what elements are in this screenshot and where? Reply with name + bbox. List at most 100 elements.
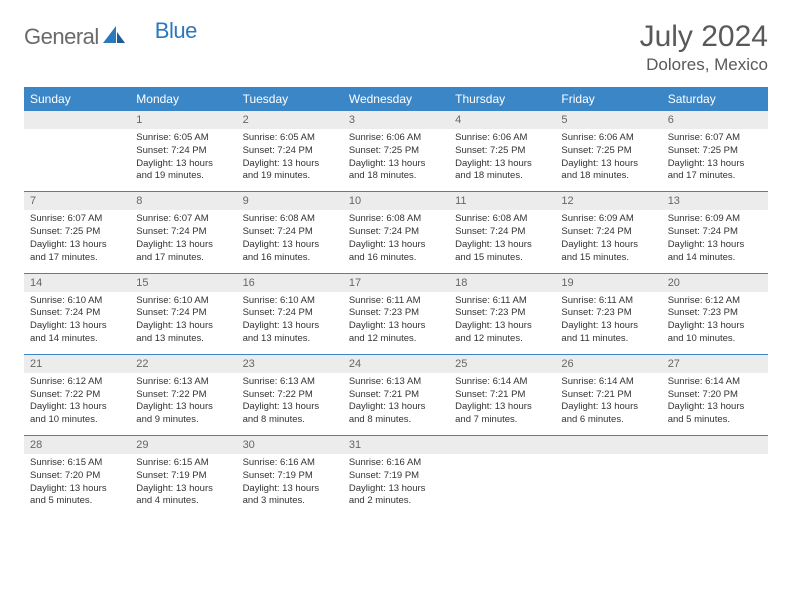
day-number xyxy=(449,436,555,454)
calendar-row: 21Sunrise: 6:12 AMSunset: 7:22 PMDayligh… xyxy=(24,354,768,435)
calendar-row: 28Sunrise: 6:15 AMSunset: 7:20 PMDayligh… xyxy=(24,436,768,517)
calendar-cell: 31Sunrise: 6:16 AMSunset: 7:19 PMDayligh… xyxy=(343,436,449,517)
day-number: 18 xyxy=(449,274,555,292)
calendar-cell: 21Sunrise: 6:12 AMSunset: 7:22 PMDayligh… xyxy=(24,354,130,435)
day-text: Sunrise: 6:13 AMSunset: 7:22 PMDaylight:… xyxy=(130,373,236,435)
calendar-cell: 3Sunrise: 6:06 AMSunset: 7:25 PMDaylight… xyxy=(343,111,449,192)
calendar-row: 7Sunrise: 6:07 AMSunset: 7:25 PMDaylight… xyxy=(24,192,768,273)
calendar-cell: 9Sunrise: 6:08 AMSunset: 7:24 PMDaylight… xyxy=(237,192,343,273)
day-number: 24 xyxy=(343,355,449,373)
day-text: Sunrise: 6:14 AMSunset: 7:21 PMDaylight:… xyxy=(449,373,555,435)
day-text xyxy=(449,454,555,465)
calendar-cell: 30Sunrise: 6:16 AMSunset: 7:19 PMDayligh… xyxy=(237,436,343,517)
calendar-cell: 29Sunrise: 6:15 AMSunset: 7:19 PMDayligh… xyxy=(130,436,236,517)
weekday-header: Friday xyxy=(555,87,661,111)
calendar-cell xyxy=(555,436,661,517)
calendar-cell: 22Sunrise: 6:13 AMSunset: 7:22 PMDayligh… xyxy=(130,354,236,435)
calendar-cell: 8Sunrise: 6:07 AMSunset: 7:24 PMDaylight… xyxy=(130,192,236,273)
logo-text-general: General xyxy=(24,24,99,50)
day-text: Sunrise: 6:14 AMSunset: 7:21 PMDaylight:… xyxy=(555,373,661,435)
day-text: Sunrise: 6:06 AMSunset: 7:25 PMDaylight:… xyxy=(449,129,555,191)
day-number: 4 xyxy=(449,111,555,129)
calendar-cell: 13Sunrise: 6:09 AMSunset: 7:24 PMDayligh… xyxy=(662,192,768,273)
day-number: 27 xyxy=(662,355,768,373)
day-text: Sunrise: 6:15 AMSunset: 7:20 PMDaylight:… xyxy=(24,454,130,516)
day-text: Sunrise: 6:12 AMSunset: 7:22 PMDaylight:… xyxy=(24,373,130,435)
calendar-table: Sunday Monday Tuesday Wednesday Thursday… xyxy=(24,87,768,516)
weekday-header: Monday xyxy=(130,87,236,111)
calendar-cell: 28Sunrise: 6:15 AMSunset: 7:20 PMDayligh… xyxy=(24,436,130,517)
calendar-cell: 20Sunrise: 6:12 AMSunset: 7:23 PMDayligh… xyxy=(662,273,768,354)
day-number: 11 xyxy=(449,192,555,210)
calendar-cell: 26Sunrise: 6:14 AMSunset: 7:21 PMDayligh… xyxy=(555,354,661,435)
day-number xyxy=(662,436,768,454)
day-number: 16 xyxy=(237,274,343,292)
logo-text-blue: Blue xyxy=(155,18,197,44)
calendar-cell: 17Sunrise: 6:11 AMSunset: 7:23 PMDayligh… xyxy=(343,273,449,354)
day-text: Sunrise: 6:16 AMSunset: 7:19 PMDaylight:… xyxy=(237,454,343,516)
day-number: 21 xyxy=(24,355,130,373)
day-text: Sunrise: 6:05 AMSunset: 7:24 PMDaylight:… xyxy=(237,129,343,191)
day-text xyxy=(555,454,661,465)
calendar-cell: 18Sunrise: 6:11 AMSunset: 7:23 PMDayligh… xyxy=(449,273,555,354)
calendar-cell: 24Sunrise: 6:13 AMSunset: 7:21 PMDayligh… xyxy=(343,354,449,435)
day-text: Sunrise: 6:07 AMSunset: 7:25 PMDaylight:… xyxy=(24,210,130,272)
day-number: 5 xyxy=(555,111,661,129)
weekday-header: Tuesday xyxy=(237,87,343,111)
day-number: 29 xyxy=(130,436,236,454)
day-text: Sunrise: 6:08 AMSunset: 7:24 PMDaylight:… xyxy=(449,210,555,272)
calendar-cell xyxy=(449,436,555,517)
day-number: 17 xyxy=(343,274,449,292)
day-number: 20 xyxy=(662,274,768,292)
day-text: Sunrise: 6:07 AMSunset: 7:25 PMDaylight:… xyxy=(662,129,768,191)
day-text: Sunrise: 6:05 AMSunset: 7:24 PMDaylight:… xyxy=(130,129,236,191)
calendar-cell xyxy=(24,111,130,192)
calendar-cell: 16Sunrise: 6:10 AMSunset: 7:24 PMDayligh… xyxy=(237,273,343,354)
day-text: Sunrise: 6:08 AMSunset: 7:24 PMDaylight:… xyxy=(343,210,449,272)
day-number: 8 xyxy=(130,192,236,210)
day-text: Sunrise: 6:10 AMSunset: 7:24 PMDaylight:… xyxy=(130,292,236,354)
calendar-cell: 12Sunrise: 6:09 AMSunset: 7:24 PMDayligh… xyxy=(555,192,661,273)
weekday-header-row: Sunday Monday Tuesday Wednesday Thursday… xyxy=(24,87,768,111)
calendar-cell: 25Sunrise: 6:14 AMSunset: 7:21 PMDayligh… xyxy=(449,354,555,435)
calendar-row: 1Sunrise: 6:05 AMSunset: 7:24 PMDaylight… xyxy=(24,111,768,192)
weekday-header: Thursday xyxy=(449,87,555,111)
day-text: Sunrise: 6:11 AMSunset: 7:23 PMDaylight:… xyxy=(343,292,449,354)
day-text: Sunrise: 6:13 AMSunset: 7:22 PMDaylight:… xyxy=(237,373,343,435)
calendar-cell: 6Sunrise: 6:07 AMSunset: 7:25 PMDaylight… xyxy=(662,111,768,192)
calendar-cell: 14Sunrise: 6:10 AMSunset: 7:24 PMDayligh… xyxy=(24,273,130,354)
day-text: Sunrise: 6:09 AMSunset: 7:24 PMDaylight:… xyxy=(662,210,768,272)
day-text: Sunrise: 6:11 AMSunset: 7:23 PMDaylight:… xyxy=(555,292,661,354)
calendar-cell: 7Sunrise: 6:07 AMSunset: 7:25 PMDaylight… xyxy=(24,192,130,273)
header: General Blue July 2024 Dolores, Mexico xyxy=(24,20,768,75)
calendar-cell: 1Sunrise: 6:05 AMSunset: 7:24 PMDaylight… xyxy=(130,111,236,192)
location: Dolores, Mexico xyxy=(640,55,768,75)
day-number: 2 xyxy=(237,111,343,129)
calendar-cell: 19Sunrise: 6:11 AMSunset: 7:23 PMDayligh… xyxy=(555,273,661,354)
calendar-cell: 5Sunrise: 6:06 AMSunset: 7:25 PMDaylight… xyxy=(555,111,661,192)
day-number: 1 xyxy=(130,111,236,129)
weekday-header: Sunday xyxy=(24,87,130,111)
day-number: 14 xyxy=(24,274,130,292)
calendar-cell: 23Sunrise: 6:13 AMSunset: 7:22 PMDayligh… xyxy=(237,354,343,435)
day-number: 26 xyxy=(555,355,661,373)
calendar-cell: 2Sunrise: 6:05 AMSunset: 7:24 PMDaylight… xyxy=(237,111,343,192)
day-text: Sunrise: 6:16 AMSunset: 7:19 PMDaylight:… xyxy=(343,454,449,516)
day-number: 12 xyxy=(555,192,661,210)
day-text: Sunrise: 6:06 AMSunset: 7:25 PMDaylight:… xyxy=(343,129,449,191)
day-number: 25 xyxy=(449,355,555,373)
sail-icon xyxy=(103,26,125,49)
day-text: Sunrise: 6:13 AMSunset: 7:21 PMDaylight:… xyxy=(343,373,449,435)
calendar-cell: 10Sunrise: 6:08 AMSunset: 7:24 PMDayligh… xyxy=(343,192,449,273)
day-number: 10 xyxy=(343,192,449,210)
day-number: 23 xyxy=(237,355,343,373)
day-number: 6 xyxy=(662,111,768,129)
day-number: 15 xyxy=(130,274,236,292)
calendar-cell: 15Sunrise: 6:10 AMSunset: 7:24 PMDayligh… xyxy=(130,273,236,354)
page-title: July 2024 xyxy=(640,20,768,53)
day-text xyxy=(24,129,130,140)
calendar-cell: 27Sunrise: 6:14 AMSunset: 7:20 PMDayligh… xyxy=(662,354,768,435)
day-text: Sunrise: 6:10 AMSunset: 7:24 PMDaylight:… xyxy=(237,292,343,354)
calendar-row: 14Sunrise: 6:10 AMSunset: 7:24 PMDayligh… xyxy=(24,273,768,354)
day-text: Sunrise: 6:11 AMSunset: 7:23 PMDaylight:… xyxy=(449,292,555,354)
